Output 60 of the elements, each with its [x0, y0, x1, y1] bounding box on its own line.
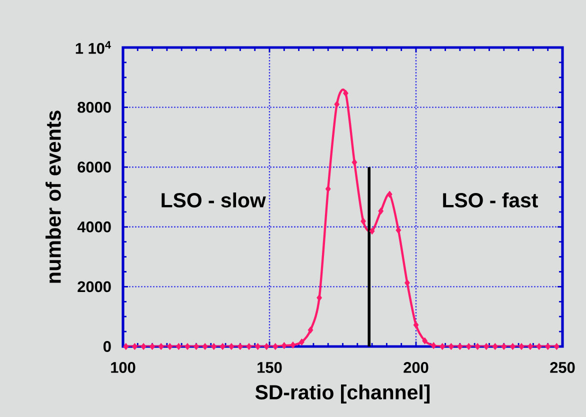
- point: [255, 342, 261, 350]
- point: [158, 342, 164, 350]
- point: [352, 158, 358, 166]
- annotation: LSO - slow: [162, 192, 266, 208]
- point: [518, 342, 524, 350]
- y-axis-title: number of events: [46, 110, 61, 283]
- point: [448, 342, 454, 350]
- point: [281, 342, 287, 350]
- point: [396, 226, 402, 234]
- point: [132, 342, 138, 350]
- point: [342, 90, 348, 97]
- point: [325, 185, 331, 192]
- point: [386, 190, 392, 198]
- point: [211, 342, 217, 350]
- point: [290, 341, 296, 349]
- point: [378, 208, 384, 215]
- point: [202, 342, 208, 350]
- point: [272, 342, 278, 350]
- point: [246, 342, 252, 350]
- point: [264, 342, 270, 350]
- point: [316, 294, 322, 302]
- point: [492, 342, 498, 350]
- point: [123, 342, 129, 350]
- point: [360, 218, 366, 225]
- y-tick-label: 6000: [78, 162, 111, 173]
- point: [430, 342, 436, 350]
- point: [334, 100, 340, 108]
- point: [308, 326, 314, 334]
- y-tick-label: 1 10$^{4}$: [76, 41, 111, 54]
- point: [554, 342, 560, 350]
- y-tick-label: 8000: [78, 102, 111, 113]
- point: [140, 342, 146, 350]
- point: [545, 342, 551, 350]
- point: [150, 342, 156, 350]
- point: [457, 342, 463, 350]
- point: [167, 342, 173, 350]
- point: [413, 321, 419, 329]
- point: [220, 342, 226, 350]
- point: [237, 342, 243, 350]
- point: [484, 342, 490, 350]
- x-tick-label: 100: [111, 362, 136, 373]
- point: [440, 342, 446, 350]
- x-tick-label: 200: [404, 362, 428, 373]
- point: [474, 342, 480, 350]
- point: [501, 342, 507, 350]
- point: [422, 337, 428, 344]
- point: [510, 342, 516, 350]
- x-tick-label: 150: [258, 362, 282, 373]
- annotation: LSO - fast: [443, 192, 538, 208]
- point: [228, 342, 234, 350]
- point: [184, 342, 190, 350]
- point: [176, 342, 182, 350]
- point: [404, 279, 410, 286]
- y-tick-label: 4000: [77, 221, 111, 232]
- x-tick-label: 250: [550, 362, 575, 373]
- y-tick-label: 0: [104, 341, 111, 352]
- point: [369, 228, 375, 235]
- x-axis-title: SD-ratio [channel]: [255, 384, 430, 404]
- point: [536, 342, 542, 350]
- y-tick-label: 2000: [78, 281, 111, 292]
